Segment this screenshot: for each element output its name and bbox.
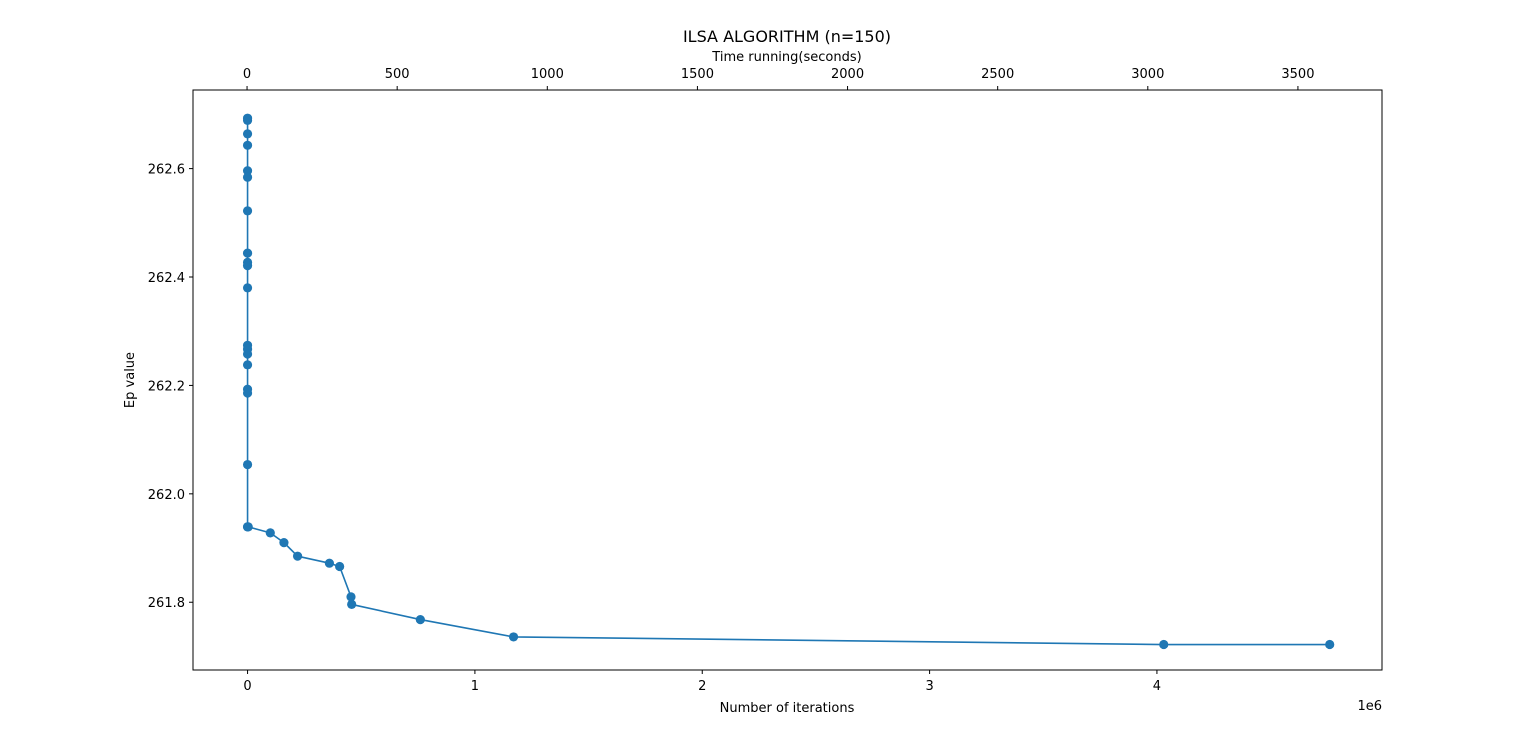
- data-point: [242, 248, 253, 258]
- data-point: [324, 558, 335, 568]
- x-axis-offset-label: 1e6: [1357, 699, 1382, 714]
- chart-title: ILSA ALGORITHM (n=150): [683, 27, 891, 46]
- top-x-tick-label: 3000: [1131, 67, 1164, 82]
- data-point: [242, 129, 253, 139]
- data-point: [292, 551, 303, 561]
- top-x-tick-label: 2000: [831, 67, 864, 82]
- data-point: [1325, 639, 1335, 650]
- top-x-tick-label: 1000: [531, 67, 564, 82]
- data-point: [242, 166, 253, 176]
- data-point: [242, 360, 253, 370]
- data-point: [242, 140, 253, 150]
- top-x-tick-label: 0: [243, 67, 251, 82]
- top-x-axis: 0 500 1000 1500 2000 2500 3000 3500: [243, 67, 1314, 90]
- plot-frame: [192, 89, 1383, 671]
- data-point: [242, 388, 253, 398]
- left-y-axis: 261.8 262.0 262.2 262.4 262.6: [148, 163, 193, 611]
- x-tick-label: 4: [1153, 679, 1161, 694]
- data-point: [242, 115, 253, 125]
- y-axis-label: Ep value: [123, 352, 138, 408]
- data-point: [242, 206, 253, 216]
- x-tick-label: 0: [243, 679, 251, 694]
- data-point: [243, 522, 253, 532]
- x-axis-label: Number of iterations: [720, 701, 855, 716]
- top-x-tick-label: 3500: [1281, 67, 1314, 82]
- y-tick-label: 262.4: [148, 271, 185, 286]
- data-point: [279, 538, 289, 548]
- series-layer: [242, 113, 1335, 650]
- data-point: [265, 528, 275, 538]
- data-point: [335, 561, 345, 572]
- x-tick-label: 2: [698, 679, 706, 694]
- x-tick-label: 3: [925, 679, 933, 694]
- y-tick-label: 262.6: [148, 163, 185, 178]
- data-point: [242, 349, 253, 359]
- data-point: [242, 172, 253, 182]
- data-point: [347, 599, 357, 610]
- y-tick-label: 261.8: [148, 596, 185, 611]
- top-x-axis-label: Time running(seconds): [711, 50, 861, 65]
- y-tick-label: 262.0: [148, 488, 185, 503]
- data-point: [242, 459, 253, 470]
- y-tick-label: 262.2: [148, 379, 185, 394]
- data-point: [242, 283, 253, 293]
- data-point: [242, 261, 253, 271]
- top-x-tick-label: 500: [385, 67, 410, 82]
- plot-background: [193, 90, 1382, 670]
- x-tick-label: 1: [471, 679, 479, 694]
- top-x-tick-label: 2500: [981, 67, 1014, 82]
- bottom-x-axis: 0 1 2 3 4: [243, 670, 1161, 694]
- data-point: [508, 632, 519, 642]
- data-point: [415, 614, 425, 625]
- data-point: [346, 592, 356, 602]
- top-x-tick-label: 1500: [681, 67, 714, 82]
- data-point: [1159, 639, 1169, 650]
